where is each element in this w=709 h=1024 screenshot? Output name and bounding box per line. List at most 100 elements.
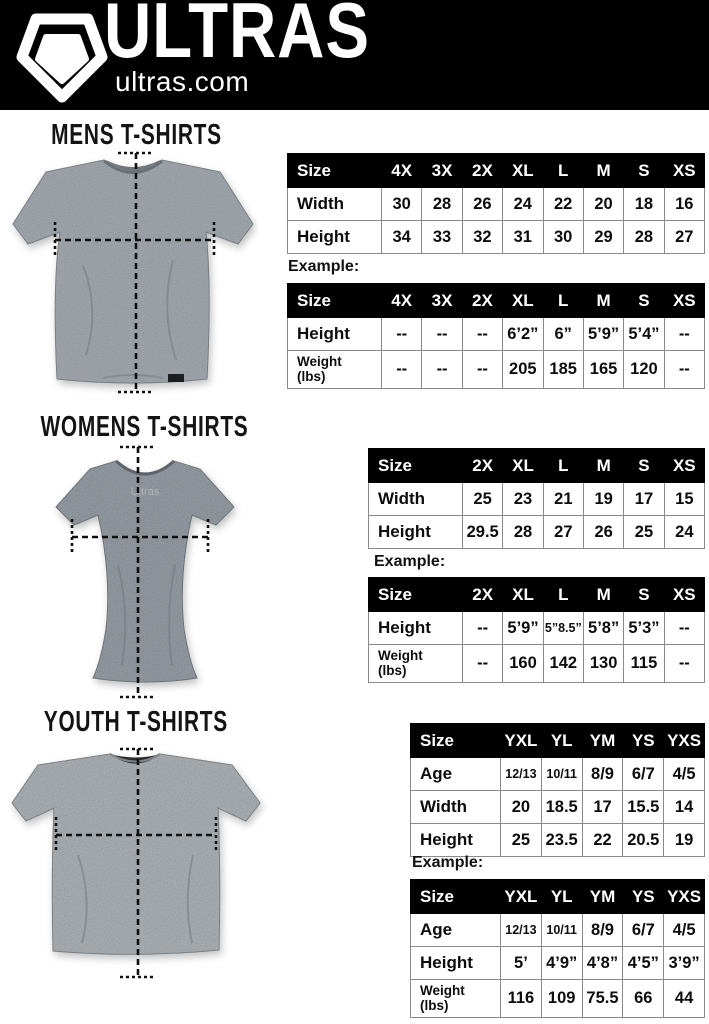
value-cell: 8/9 bbox=[581, 913, 624, 947]
value-cell: 4’8” bbox=[581, 946, 624, 980]
value-cell: 185 bbox=[542, 350, 584, 389]
value-cell: -- bbox=[461, 350, 504, 389]
value-cell: 21 bbox=[542, 482, 584, 516]
column-header: Size bbox=[368, 448, 463, 483]
row-label: Height bbox=[287, 317, 382, 351]
womens-tshirt-image: Ultras bbox=[55, 445, 235, 699]
row-label: Height bbox=[410, 946, 501, 980]
value-cell: 5’9” bbox=[502, 611, 544, 645]
value-cell: 8/9 bbox=[581, 757, 624, 791]
value-cell: 19 bbox=[582, 482, 625, 516]
value-cell: 5”8.5” bbox=[542, 611, 584, 645]
row-label: Weight (lbs) bbox=[368, 644, 463, 683]
value-cell: 5’3” bbox=[623, 611, 665, 645]
table-header-row: Size 2X XL L M S XS bbox=[368, 577, 706, 612]
value-cell: 18 bbox=[623, 187, 665, 221]
value-cell: 115 bbox=[623, 644, 665, 683]
value-cell: 6/7 bbox=[622, 757, 665, 791]
hem-label-tag bbox=[168, 374, 184, 382]
column-header: Size bbox=[287, 153, 382, 188]
table-row: Width 25 23 21 19 17 15 bbox=[368, 482, 706, 516]
value-cell: 130 bbox=[582, 644, 625, 683]
value-cell: -- bbox=[461, 317, 504, 351]
site-url: ultras.com bbox=[115, 66, 250, 97]
value-cell: 109 bbox=[540, 979, 583, 1018]
value-cell: 33 bbox=[421, 220, 463, 254]
column-header: XS bbox=[663, 448, 706, 483]
table-row: Height -- 5’9” 5”8.5” 5’8” 5’3” -- bbox=[368, 611, 706, 645]
value-cell: -- bbox=[461, 644, 504, 683]
table-row: Age 12/13 10/11 8/9 6/7 4/5 bbox=[410, 757, 705, 791]
youth-section-title: YOUTH T-SHIRTS bbox=[43, 706, 229, 738]
value-cell: 20.5 bbox=[622, 823, 665, 857]
value-cell: 30 bbox=[542, 220, 584, 254]
womens-example-table: Size 2X XL L M S XS Height -- 5’9” 5”8.5” 5’8” 5’3” -… bbox=[368, 577, 706, 683]
row-label: Width bbox=[368, 482, 463, 516]
value-cell: 24 bbox=[502, 187, 544, 221]
column-header: M bbox=[582, 153, 625, 188]
table-row: Height 25 23.5 22 20.5 19 bbox=[410, 823, 705, 857]
womens-size-table: Size 2X XL L M S XS Width 25 23 21 19 17 15 Height 29.5… bbox=[368, 448, 706, 549]
column-header: XL bbox=[502, 448, 544, 483]
value-cell: 32 bbox=[461, 220, 504, 254]
table-row: Width 30 28 26 24 22 20 18 16 bbox=[287, 187, 706, 221]
column-header: XS bbox=[663, 283, 706, 318]
value-cell: 4/5 bbox=[663, 757, 705, 791]
value-cell: 75.5 bbox=[581, 979, 624, 1018]
column-header: YXL bbox=[500, 723, 542, 758]
value-cell: 165 bbox=[582, 350, 625, 389]
value-cell: 14 bbox=[663, 790, 705, 824]
table-row: Height 5’ 4’9” 4’8” 4’5” 3’9” bbox=[410, 946, 705, 980]
value-cell: 19 bbox=[663, 823, 705, 857]
value-cell: 120 bbox=[623, 350, 665, 389]
row-label: Age bbox=[410, 757, 501, 791]
value-cell: 22 bbox=[542, 187, 584, 221]
value-cell: 10/11 bbox=[540, 757, 583, 791]
column-header: 4X bbox=[380, 153, 423, 188]
height-measure-line bbox=[120, 445, 156, 699]
womens-example-label: Example: bbox=[374, 553, 446, 570]
width-measure-line bbox=[70, 519, 210, 555]
value-cell: 16 bbox=[663, 187, 706, 221]
row-label: Height bbox=[410, 823, 501, 857]
value-cell: 28 bbox=[502, 515, 544, 549]
value-cell: 17 bbox=[581, 790, 624, 824]
column-header: S bbox=[623, 448, 665, 483]
value-cell: 23 bbox=[502, 482, 544, 516]
value-cell: 29.5 bbox=[461, 515, 504, 549]
column-header: Size bbox=[287, 283, 382, 318]
row-label: Width bbox=[287, 187, 382, 221]
value-cell: 4’5” bbox=[622, 946, 665, 980]
value-cell: 5’9” bbox=[582, 317, 625, 351]
value-cell: 28 bbox=[623, 220, 665, 254]
brand-name: ULTRAS bbox=[104, 0, 370, 74]
row-label: Height bbox=[287, 220, 382, 254]
mens-size-table: Size 4X 3X 2X XL L M S XS Width 30 28 26 24 22 20 18 16 He… bbox=[287, 153, 706, 254]
column-header: YXS bbox=[663, 723, 705, 758]
value-cell: 27 bbox=[663, 220, 706, 254]
value-cell: 26 bbox=[461, 187, 504, 221]
column-header: 4X bbox=[380, 283, 423, 318]
table-header-row: Size YXL YL YM YS YXS bbox=[410, 879, 705, 914]
table-row: Height 34 33 32 31 30 29 28 27 bbox=[287, 220, 706, 254]
row-label: Width bbox=[410, 790, 501, 824]
value-cell: 6/7 bbox=[622, 913, 665, 947]
column-header: M bbox=[582, 283, 625, 318]
value-cell: 17 bbox=[623, 482, 665, 516]
width-measure-line bbox=[54, 817, 218, 853]
table-header-row: Size 2X XL L M S XS bbox=[368, 448, 706, 483]
column-header: Size bbox=[368, 577, 463, 612]
womens-section-title: WOMENS T-SHIRTS bbox=[40, 411, 249, 443]
column-header: L bbox=[542, 448, 584, 483]
value-cell: -- bbox=[380, 350, 423, 389]
column-header: L bbox=[542, 283, 584, 318]
value-cell: 18.5 bbox=[540, 790, 583, 824]
column-header: XL bbox=[502, 153, 544, 188]
value-cell: 160 bbox=[502, 644, 544, 683]
value-cell: 25 bbox=[461, 482, 504, 516]
value-cell: -- bbox=[380, 317, 423, 351]
column-header: 2X bbox=[461, 153, 504, 188]
table-row: Weight (lbs) 116 109 75.5 66 44 bbox=[410, 979, 705, 1018]
row-label: Height bbox=[368, 611, 463, 645]
